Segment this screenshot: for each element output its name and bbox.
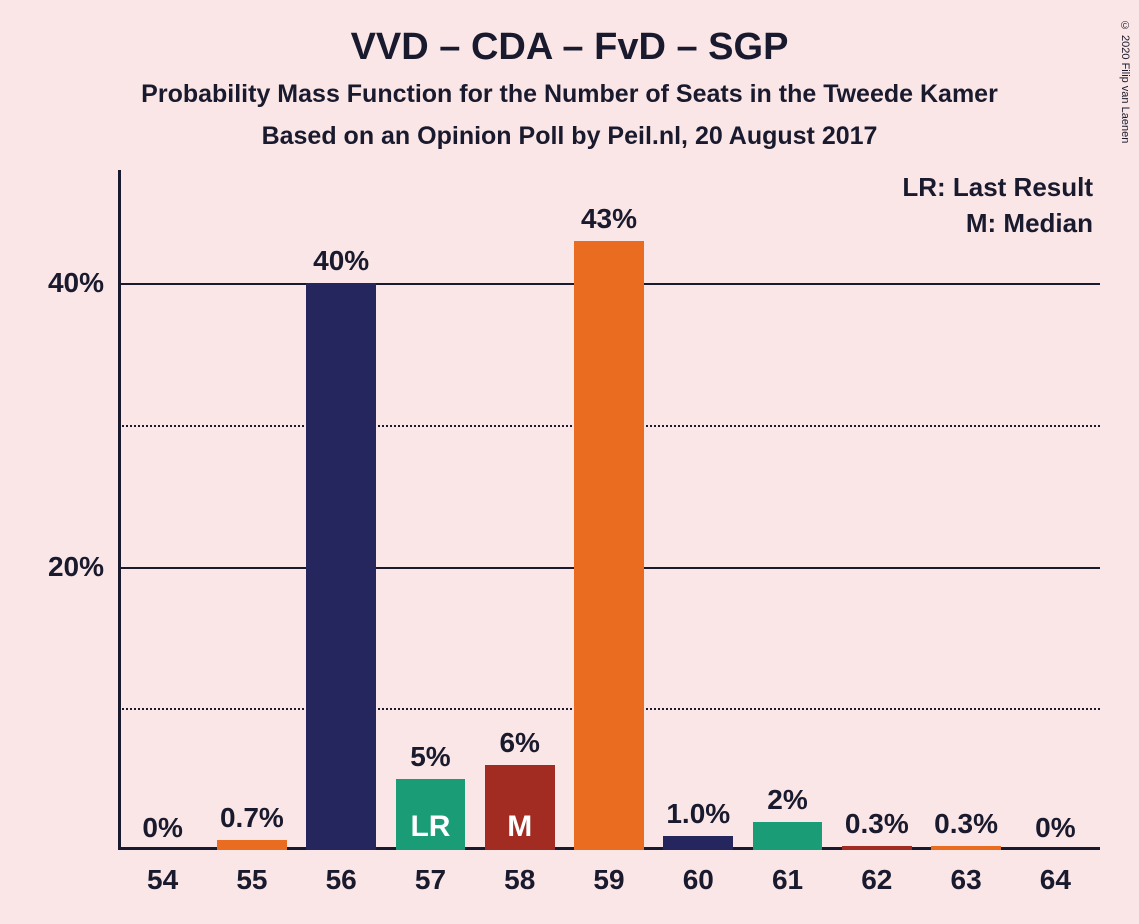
bar-60: 1.0% xyxy=(663,836,733,850)
x-tick-label: 62 xyxy=(861,850,892,896)
x-tick-label: 55 xyxy=(236,850,267,896)
bar-57: 5%LR xyxy=(396,779,466,850)
x-tick-label: 57 xyxy=(415,850,446,896)
bar-inner-label: M xyxy=(507,810,532,844)
pmf-bar-chart: 20%40%0%540.7%5540%565%LR576%M5843%591.0… xyxy=(118,170,1100,850)
bar-61: 2% xyxy=(753,822,823,850)
chart-subtitle-2: Based on an Opinion Poll by Peil.nl, 20 … xyxy=(0,122,1139,151)
chart-title: VVD – CDA – FvD – SGP xyxy=(0,26,1139,69)
bar-value-label: 0% xyxy=(1035,812,1075,850)
bar-56: 40% xyxy=(306,283,376,850)
y-axis xyxy=(118,170,121,850)
y-tick-label: 40% xyxy=(48,267,118,299)
x-tick-label: 61 xyxy=(772,850,803,896)
chart-subtitle-1: Probability Mass Function for the Number… xyxy=(0,80,1139,109)
x-tick-label: 56 xyxy=(326,850,357,896)
bar-value-label: 0.3% xyxy=(845,808,909,846)
bar-value-label: 1.0% xyxy=(666,798,730,836)
bar-value-label: 5% xyxy=(410,741,450,779)
bar-value-label: 0.7% xyxy=(220,802,284,840)
y-tick-label: 20% xyxy=(48,551,118,583)
x-tick-label: 60 xyxy=(683,850,714,896)
x-tick-label: 58 xyxy=(504,850,535,896)
bar-55: 0.7% xyxy=(217,840,287,850)
x-tick-label: 63 xyxy=(951,850,982,896)
bar-value-label: 2% xyxy=(767,784,807,822)
bar-59: 43% xyxy=(574,241,644,850)
bar-value-label: 43% xyxy=(581,203,637,241)
bar-value-label: 6% xyxy=(499,727,539,765)
x-tick-label: 59 xyxy=(593,850,624,896)
bar-value-label: 0% xyxy=(142,812,182,850)
bar-value-label: 40% xyxy=(313,245,369,283)
copyright-text: © 2020 Filip van Laenen xyxy=(1119,20,1131,143)
x-tick-label: 54 xyxy=(147,850,178,896)
x-tick-label: 64 xyxy=(1040,850,1071,896)
bar-58: 6%M xyxy=(485,765,555,850)
bar-value-label: 0.3% xyxy=(934,808,998,846)
bar-inner-label: LR xyxy=(410,810,450,844)
